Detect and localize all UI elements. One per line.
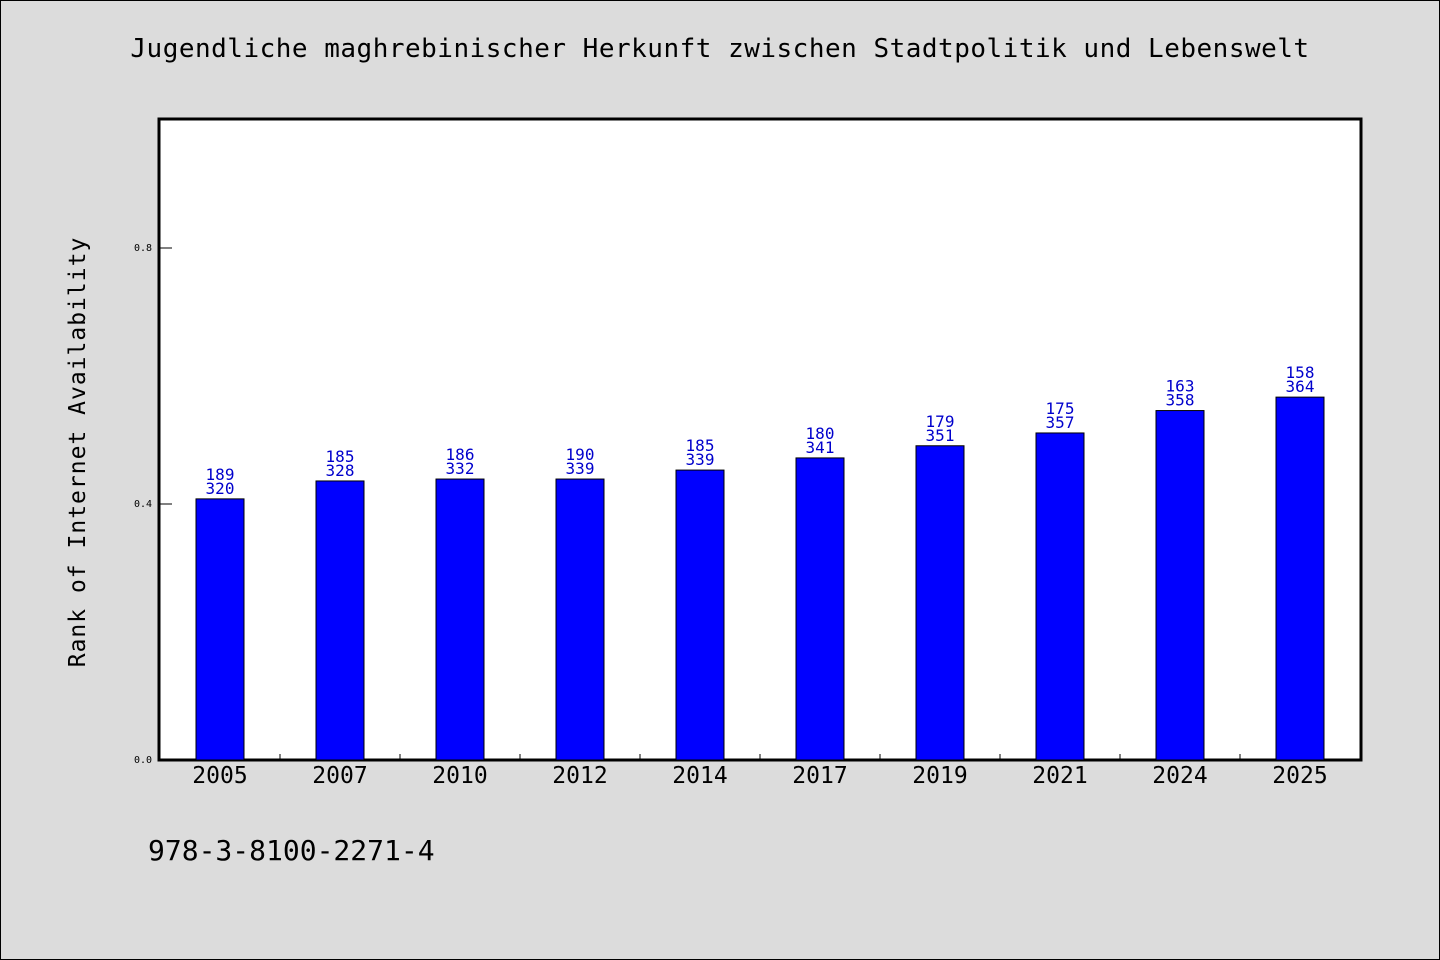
y-axis-label: Rank of Internet Availability [65,237,91,668]
data-label-top: 185 [326,447,355,466]
data-label-bottom: 332 [446,459,475,478]
y-tick-label: 0.8 [134,243,152,254]
bar-2019 [915,445,965,761]
data-label-bottom: 358 [1166,391,1195,410]
data-label-bottom: 341 [806,438,835,457]
x-tick-label: 2012 [552,763,607,789]
x-axis: 2005 2007 2010 2012 2014 2017 2019 2021 2024 2025 [192,754,1328,789]
data-label-top: 186 [446,445,475,464]
y-axis: 0.0 0.4 0.8 [134,243,172,766]
x-tick-label: 2007 [312,763,367,789]
bar-2007 [315,480,365,761]
y-tick-label: 0.0 [134,755,152,766]
x-tick-label: 2005 [192,763,247,789]
data-label-top: 189 [206,465,235,484]
data-label-bottom: 351 [926,426,955,445]
data-label-top: 185 [686,436,715,455]
data-label-top: 179 [926,412,955,431]
x-tick-label: 2019 [912,763,967,789]
x-tick-label: 2025 [1272,763,1327,789]
bar-2014 [675,469,725,761]
bar-2012 [555,478,605,761]
data-label-top: 163 [1166,377,1195,396]
bar-2024 [1155,410,1205,761]
y-tick-label: 0.4 [134,499,152,510]
data-label-bottom: 357 [1046,413,1075,432]
data-label-bottom: 339 [686,450,715,469]
data-label-bottom: 320 [206,479,235,498]
chart-title: Jugendliche maghrebinischer Herkunft zwi… [130,34,1310,64]
bar-2021 [1035,432,1085,761]
data-label-bottom: 364 [1286,377,1315,396]
x-tick-label: 2010 [432,763,487,789]
bar-2017 [795,457,845,761]
data-label-top: 190 [566,445,595,464]
data-label-top: 158 [1286,363,1315,382]
data-labels-group: 1893201853281863321903391853391803411793… [206,363,1315,498]
data-label-top: 180 [806,424,835,443]
x-tick-label: 2024 [1152,763,1207,789]
data-label-top: 175 [1046,399,1075,418]
data-label-bottom: 328 [326,461,355,480]
bars-group [195,396,1325,761]
bar-2005 [195,498,245,761]
bar-2025 [1275,396,1325,761]
bar-2010 [435,478,485,761]
data-label-bottom: 339 [566,459,595,478]
x-tick-label: 2017 [792,763,847,789]
x-tick-label: 2014 [672,763,727,789]
x-tick-label: 2021 [1032,763,1087,789]
isbn-label: 978-3-8100-2271-4 [148,834,435,867]
